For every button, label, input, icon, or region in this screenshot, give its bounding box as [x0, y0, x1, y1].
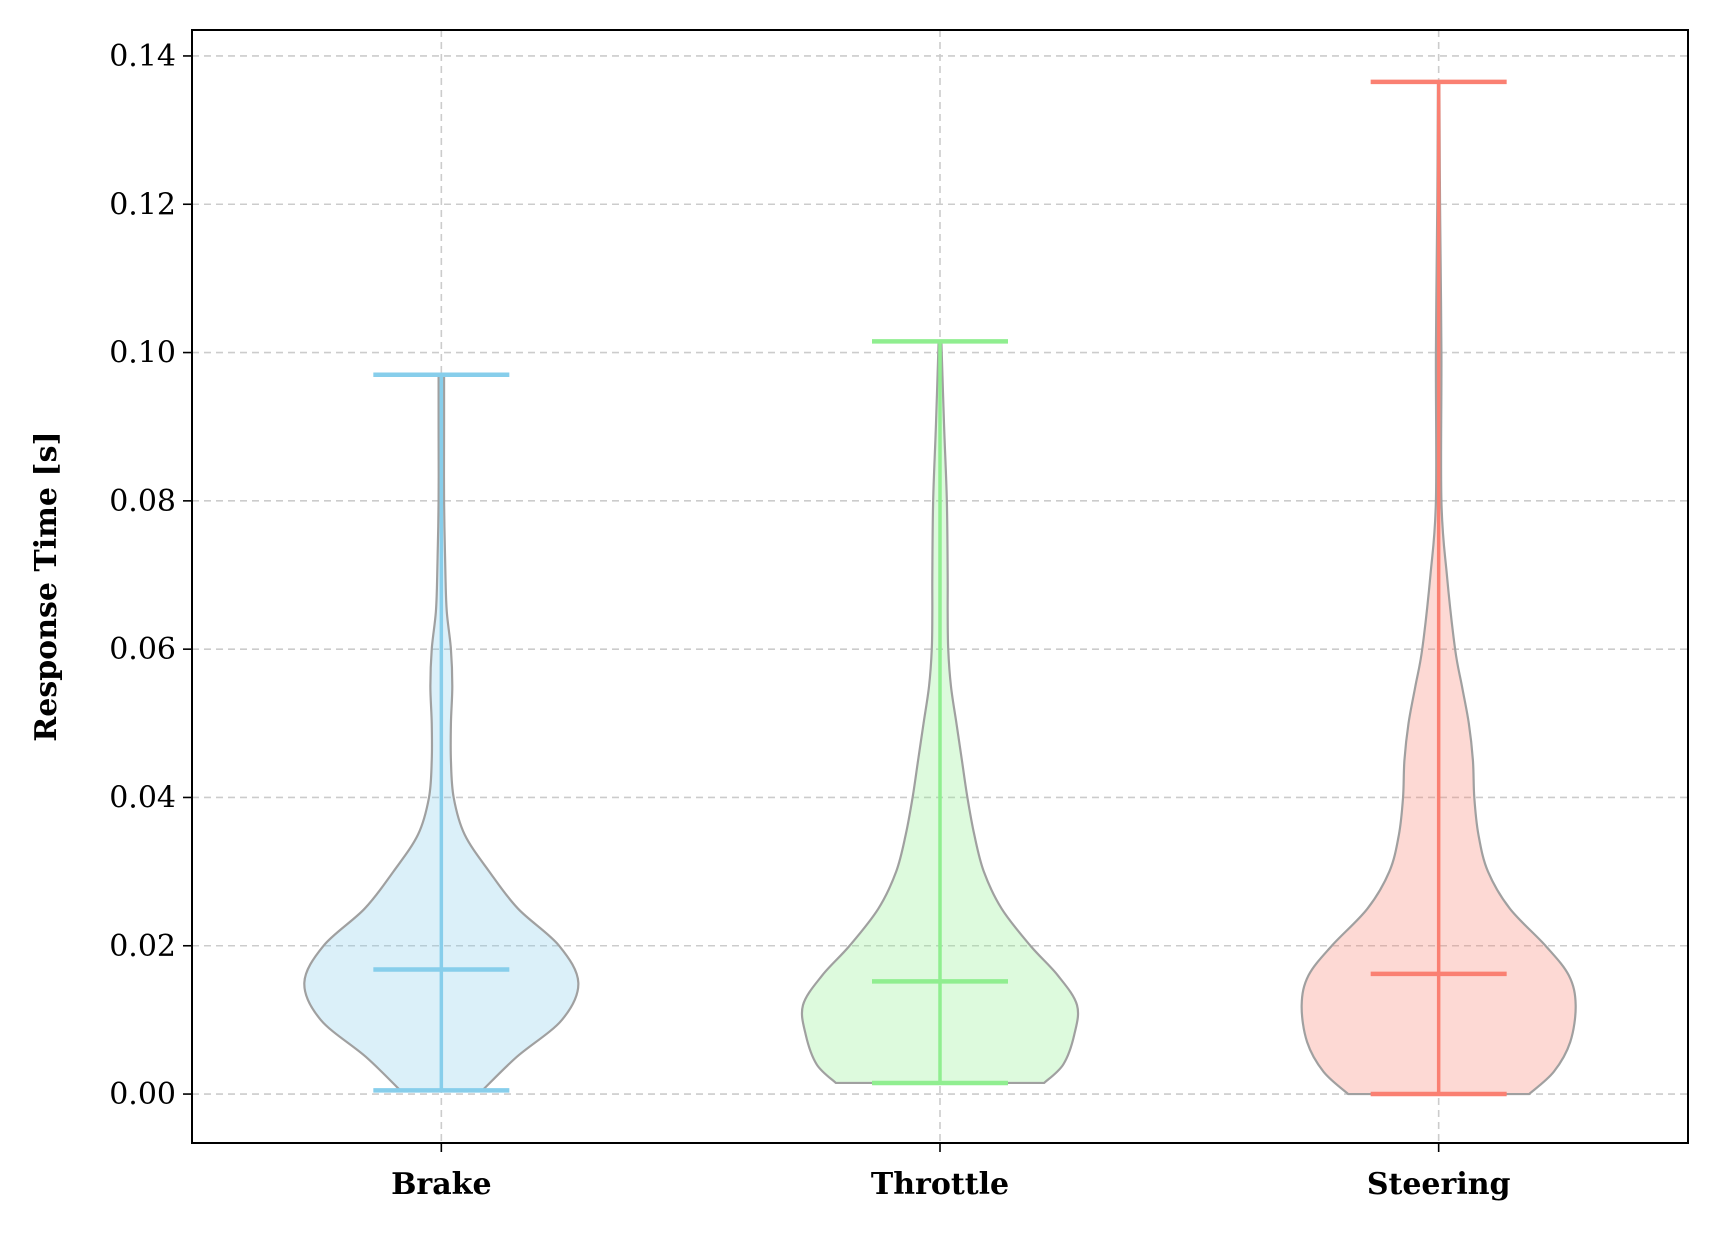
x-tick-label: Brake	[391, 1167, 491, 1202]
violin-stat-lines	[373, 79, 1507, 1097]
y-tick-label: 0.12	[109, 187, 176, 222]
y-tick-label: 0.02	[109, 929, 176, 964]
y-tick-label: 0.14	[109, 39, 176, 74]
y-tick-label: 0.10	[109, 336, 176, 371]
y-tick-label: 0.00	[109, 1077, 176, 1112]
y-tick-label: 0.04	[109, 780, 176, 815]
x-axis: Brake Throttle Steering	[391, 1143, 1511, 1202]
y-axis-label: Response Time [s]	[29, 431, 64, 741]
y-tick-label: 0.06	[109, 632, 176, 667]
x-tick-label: Steering	[1367, 1167, 1511, 1202]
x-tick-label: Throttle	[871, 1167, 1009, 1202]
y-tick-label: 0.08	[109, 484, 176, 519]
y-axis: 0.00 0.02 0.04 0.06 0.08 0.10 0.12 0.14	[109, 39, 192, 1112]
